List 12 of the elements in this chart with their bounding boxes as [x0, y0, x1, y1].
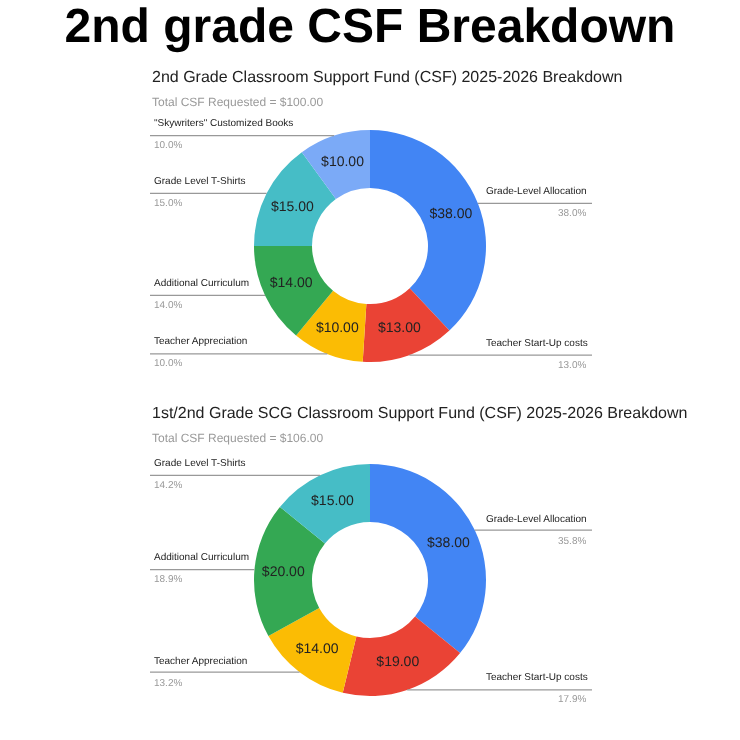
- donut-slice: [301, 130, 370, 200]
- chart-subtitle: 2nd Grade Classroom Support Fund (CSF) 2025-2026 Breakdown: [152, 68, 623, 86]
- donut-slice: [268, 608, 357, 693]
- donut-slice: [342, 616, 461, 696]
- donut-slice: [279, 464, 370, 544]
- donut-slice: [362, 288, 450, 362]
- donut-slice: [254, 506, 325, 636]
- donut-slice: [370, 464, 486, 654]
- chart-title: 2nd grade CSF Breakdown: [64, 0, 676, 54]
- chart-title: 1st/2nd Grade SCG Classroom Support Fund (CSF) 2025-2026 Breakdown: [152, 404, 688, 422]
- donut-slice: [296, 290, 367, 362]
- donut-slice: [370, 130, 486, 331]
